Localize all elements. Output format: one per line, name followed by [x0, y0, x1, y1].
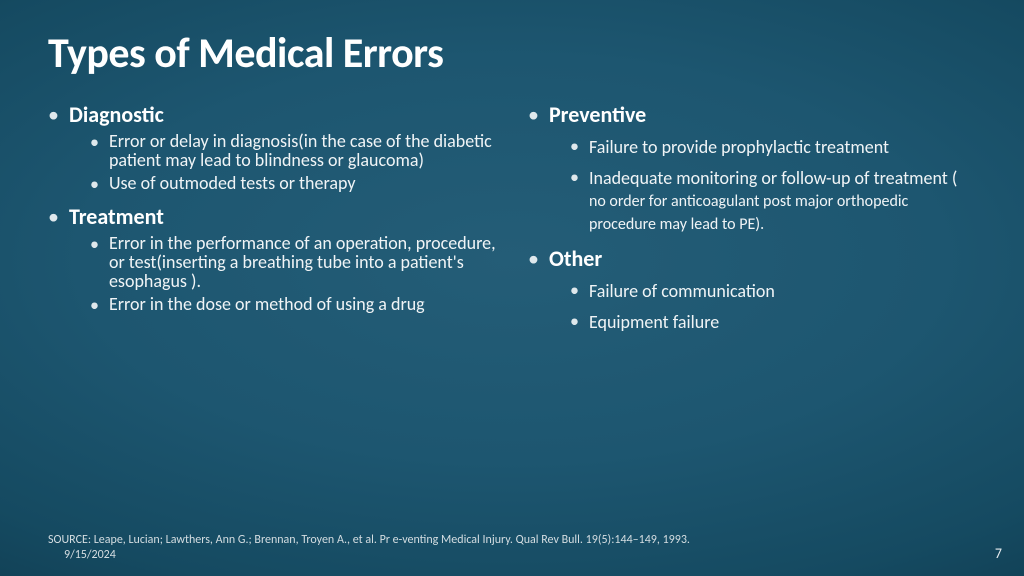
slide-title: Types of Medical Errors: [48, 28, 976, 79]
category-label: Diagnostic: [69, 101, 164, 128]
bullet-icon: •: [90, 174, 99, 196]
bullet-icon: •: [570, 311, 579, 333]
source-citation: SOURCE: Leape, Lucian; Lawthers, Ann G.;…: [48, 533, 976, 547]
slide: Types of Medical Errors • Diagnostic • E…: [0, 0, 1024, 576]
page-number: 7: [995, 545, 1002, 562]
item-text: Failure of communication: [589, 280, 775, 303]
item-text: Error or delay in diagnosis(in the case …: [109, 132, 496, 170]
bullet-icon: •: [570, 167, 579, 189]
bullet-icon: •: [90, 234, 99, 256]
category-label: Other: [549, 245, 602, 272]
list-item: • Failure of communication: [528, 280, 976, 303]
right-column: • Preventive • Failure to provide prophy…: [528, 101, 976, 556]
item-text: Failure to provide prophylactic treatmen…: [589, 136, 889, 159]
item-text: Error in the performance of an operation…: [109, 234, 496, 291]
category-diagnostic: • Diagnostic: [48, 101, 496, 128]
list-item: • Use of outmoded tests or therapy: [48, 174, 496, 196]
item-text: Inadequate monitoring or follow-up of tr…: [589, 167, 976, 236]
list-item: • Error or delay in diagnosis(in the cas…: [48, 132, 496, 170]
list-item: • Failure to provide prophylactic treatm…: [528, 136, 976, 159]
bullet-icon: •: [90, 132, 99, 154]
bullet-icon: •: [90, 295, 99, 317]
list-item: • Equipment failure: [528, 311, 976, 334]
bullet-icon: •: [48, 104, 59, 126]
content-columns: • Diagnostic • Error or delay in diagnos…: [48, 101, 976, 556]
category-other: • Other: [528, 245, 976, 272]
slide-date: 9/15/2024: [48, 548, 976, 562]
category-preventive: • Preventive: [528, 101, 976, 128]
left-column: • Diagnostic • Error or delay in diagnos…: [48, 101, 496, 556]
category-label: Preventive: [549, 101, 646, 128]
item-text: Error in the dose or method of using a d…: [109, 295, 425, 314]
bullet-icon: •: [48, 206, 59, 228]
item-text-detail: no order for anticoagulant post major or…: [589, 192, 908, 234]
category-treatment: • Treatment: [48, 203, 496, 230]
slide-footer: SOURCE: Leape, Lucian; Lawthers, Ann G.;…: [48, 533, 976, 562]
bullet-icon: •: [570, 280, 579, 302]
list-item: • Inadequate monitoring or follow-up of …: [528, 167, 976, 236]
bullet-icon: •: [528, 104, 539, 126]
item-text: Equipment failure: [589, 311, 719, 334]
bullet-icon: •: [570, 136, 579, 158]
list-item: • Error in the dose or method of using a…: [48, 295, 496, 317]
list-item: • Error in the performance of an operati…: [48, 234, 496, 291]
category-label: Treatment: [69, 203, 164, 230]
item-text: Use of outmoded tests or therapy: [109, 174, 356, 193]
item-text-main: Inadequate monitoring or follow-up of tr…: [589, 167, 957, 189]
bullet-icon: •: [528, 248, 539, 270]
